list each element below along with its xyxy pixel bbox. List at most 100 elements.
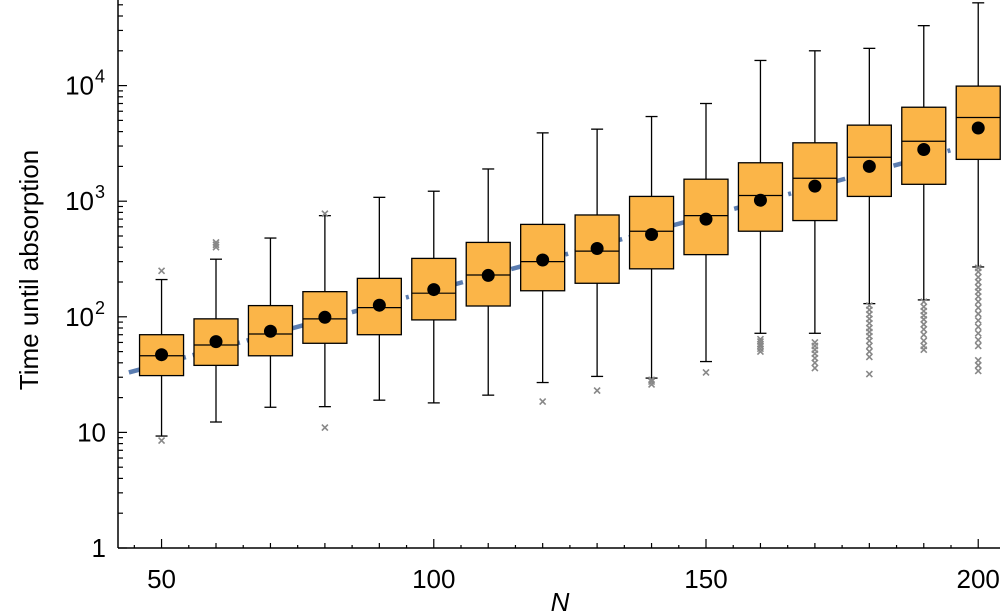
box-group-n50: [138, 267, 185, 445]
outlier-marker: [647, 376, 656, 384]
outlier-marker: [647, 378, 656, 386]
mean-marker: [263, 324, 277, 338]
y-axis-label: Time until absorption: [14, 150, 44, 390]
mean-marker: [971, 121, 985, 135]
outlier-marker: [157, 267, 166, 275]
outlier-stroke: [974, 310, 982, 318]
outlier-marker: [157, 436, 166, 445]
outlier-stroke: [539, 397, 547, 406]
outlier-stroke: [811, 338, 819, 347]
outlier-stroke: [212, 241, 220, 249]
outlier-marker: [920, 337, 928, 345]
outlier-marker: [974, 304, 982, 312]
outlier-stroke: [756, 335, 765, 343]
outlier-marker: [974, 264, 982, 272]
x-tick-label: 200: [957, 564, 1000, 594]
outlier-stroke: [974, 323, 982, 331]
outlier-marker: [321, 424, 329, 432]
mean-marker: [862, 159, 876, 173]
outlier-stroke: [157, 267, 166, 275]
mean-marker: [155, 348, 169, 362]
box-group-n80: [302, 210, 348, 432]
box-group-n190: [901, 25, 947, 354]
outlier-marker: [974, 323, 982, 331]
outlier-marker: [811, 364, 819, 372]
outlier-marker: [212, 241, 220, 249]
outlier-marker: [920, 298, 928, 306]
boxes-layer: [138, 2, 1001, 445]
outlier-marker: [811, 338, 819, 347]
x-axis-label: N: [551, 587, 570, 613]
outlier-marker: [539, 397, 547, 406]
outlier-stroke: [974, 367, 982, 375]
mean-marker: [753, 193, 767, 207]
y-tick-label: 1: [92, 533, 106, 563]
box-group-n140: [628, 115, 675, 388]
box-group-n90: [356, 196, 402, 401]
outlier-stroke: [974, 336, 982, 344]
box-group-n100: [411, 190, 457, 404]
outlier-marker: [756, 338, 765, 346]
outlier-marker: [974, 316, 982, 325]
outlier-marker: [974, 356, 982, 364]
mean-marker: [590, 241, 604, 255]
y-tick-exponent: 4: [95, 67, 105, 87]
box-group-n150: [683, 102, 729, 377]
outlier-marker: [702, 368, 710, 377]
mean-marker: [427, 283, 441, 297]
box-group-n180: [846, 47, 892, 378]
outlier-stroke: [212, 238, 220, 246]
outlier-stroke: [974, 316, 982, 325]
box-group-n60: [193, 238, 239, 423]
box-group-n130: [574, 128, 620, 395]
box-group-n160: [737, 59, 784, 356]
outlier-stroke: [157, 436, 166, 445]
mean-marker: [917, 143, 931, 157]
box-group-n110: [465, 168, 511, 396]
mean-marker: [808, 179, 822, 193]
mean-marker: [699, 212, 713, 226]
box-group-n170: [792, 50, 838, 372]
outlier-stroke: [974, 264, 982, 272]
y-tick-label: 10: [65, 302, 94, 332]
outlier-stroke: [920, 331, 928, 339]
box-iqr: [247, 304, 294, 357]
outlier-stroke: [321, 424, 329, 432]
box-iqr: [955, 85, 1001, 161]
y-tick-label: 10: [65, 71, 94, 101]
y-tick-exponent: 2: [95, 298, 105, 318]
outlier-stroke: [974, 283, 982, 291]
outlier-stroke: [865, 348, 873, 356]
outlier-marker: [593, 387, 601, 395]
y-tick-exponent: 3: [95, 182, 105, 202]
outlier-stroke: [920, 298, 928, 306]
outlier-stroke: [920, 337, 928, 345]
box-group-n70: [247, 237, 294, 408]
outlier-stroke: [756, 338, 765, 346]
x-tick-label: 150: [684, 564, 727, 594]
outlier-marker: [865, 353, 873, 361]
outlier-stroke: [321, 210, 329, 218]
outlier-stroke: [974, 356, 982, 364]
mean-marker: [372, 298, 386, 312]
outlier-stroke: [974, 298, 982, 306]
outlier-marker: [321, 210, 329, 218]
outlier-stroke: [865, 302, 873, 310]
outlier-marker: [212, 238, 220, 246]
outlier-marker: [974, 298, 982, 306]
outlier-stroke: [974, 273, 982, 281]
outlier-marker: [974, 342, 982, 350]
mean-marker: [318, 310, 332, 324]
outlier-marker: [865, 348, 873, 356]
box-group-n200: [955, 2, 1001, 375]
box-group-n120: [520, 132, 566, 406]
y-tick-label: 10: [77, 417, 106, 447]
outlier-stroke: [974, 304, 982, 312]
outlier-marker: [865, 370, 873, 378]
mean-marker: [209, 335, 223, 349]
outlier-marker: [974, 329, 982, 337]
mean-marker: [481, 268, 495, 282]
outlier-marker: [920, 331, 928, 339]
outlier-stroke: [974, 342, 982, 350]
